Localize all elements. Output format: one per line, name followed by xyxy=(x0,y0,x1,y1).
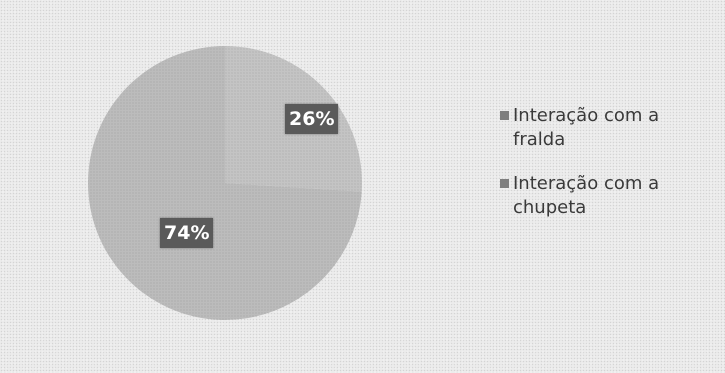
legend-label-fralda: Interação com a fralda xyxy=(513,105,660,150)
legend-swatch-chupeta xyxy=(500,179,509,188)
data-label-chupeta: 74% xyxy=(160,218,214,248)
legend-item-fralda: Interação com a fralda xyxy=(500,104,715,152)
pie-chart-area: 26% 74% xyxy=(87,46,362,321)
legend-item-chupeta: Interação com a chupeta xyxy=(500,172,715,220)
pie-texture xyxy=(88,46,362,320)
legend: Interação com a fralda Interação com a c… xyxy=(500,104,715,240)
legend-label-chupeta: Interação com a chupeta xyxy=(513,173,660,218)
data-label-fralda: 26% xyxy=(285,104,339,134)
pie-chart xyxy=(87,46,362,321)
legend-swatch-fralda xyxy=(500,111,509,120)
